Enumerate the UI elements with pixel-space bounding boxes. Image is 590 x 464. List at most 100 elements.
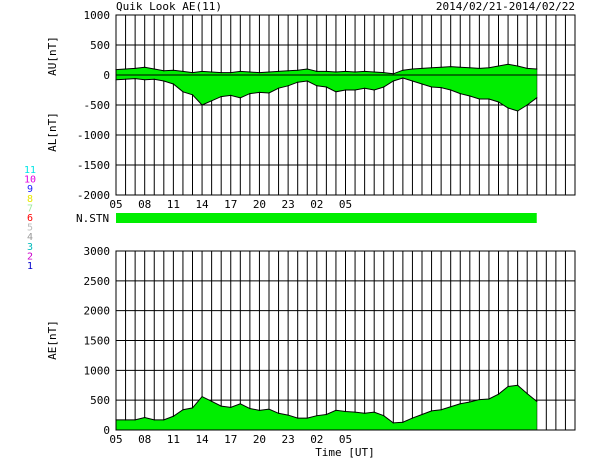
panel-frame: [115, 14, 576, 196]
x-tick-label: 05: [339, 433, 352, 446]
data-point: [306, 68, 308, 70]
data-point: [220, 405, 222, 407]
data-point: [153, 419, 155, 421]
y-tick-label: 500: [90, 39, 110, 52]
data-point: [536, 68, 538, 70]
data-point: [526, 67, 528, 69]
x-tick-label: 05: [109, 198, 122, 211]
data-point: [249, 71, 251, 73]
data-point: [325, 70, 327, 72]
data-point: [239, 403, 241, 405]
data-point: [450, 406, 452, 408]
data-point: [258, 91, 261, 93]
data-point: [469, 67, 471, 69]
data-point: [526, 393, 528, 395]
data-point: [450, 89, 452, 91]
data-point: [344, 410, 347, 413]
data-point: [191, 407, 194, 409]
data-point: [536, 97, 538, 99]
data-point: [124, 78, 127, 80]
data-point: [421, 413, 423, 416]
data-point: [383, 72, 385, 74]
y-tick-label: 0: [103, 424, 110, 437]
y-tick-label: 2000: [84, 305, 111, 318]
x-tick-label: 08: [138, 198, 151, 211]
data-point: [421, 67, 423, 69]
data-point: [172, 415, 174, 417]
legend-station-5: 5: [27, 223, 33, 234]
au-axis-label: AU[nT]: [46, 36, 59, 76]
data-point: [124, 419, 127, 421]
data-point: [469, 95, 471, 97]
data-point: [211, 100, 213, 102]
data-point: [478, 398, 480, 401]
data-point: [134, 419, 136, 421]
x-tick-label: 14: [195, 198, 209, 211]
data-point: [191, 72, 194, 74]
data-point: [402, 69, 404, 71]
legend-station-3: 3: [27, 242, 33, 253]
data-point: [364, 412, 366, 414]
data-point: [354, 411, 356, 413]
y-tick-label: -1000: [77, 129, 110, 142]
data-point: [182, 409, 184, 411]
data-point: [459, 93, 461, 95]
data-point: [373, 71, 375, 73]
data-point: [364, 70, 366, 72]
data-point: [497, 101, 500, 103]
data-point: [497, 393, 500, 395]
data-point: [354, 71, 356, 73]
legend-station-8: 8: [27, 194, 33, 205]
data-point: [287, 85, 289, 87]
legend-station-6: 6: [27, 213, 33, 224]
y-tick-label: 3000: [84, 245, 111, 258]
legend-station-4: 4: [27, 232, 33, 243]
data-point: [344, 70, 347, 72]
data-point: [478, 67, 480, 69]
data-point: [354, 89, 356, 91]
data-point: [172, 83, 174, 85]
data-point: [230, 94, 232, 96]
x-tick-label: 11: [167, 198, 180, 211]
data-point: [478, 98, 480, 100]
data-point: [182, 91, 184, 93]
data-point: [297, 81, 299, 83]
y-tick-label: 500: [90, 394, 110, 407]
y-tick-label: -1500: [77, 159, 110, 172]
legend-station-10: 10: [24, 175, 36, 186]
data-point: [211, 400, 213, 402]
data-point: [364, 87, 366, 89]
x-tick-label: 17: [224, 198, 237, 211]
data-point: [430, 67, 433, 69]
data-point: [411, 80, 414, 82]
data-point: [373, 411, 375, 413]
data-point: [201, 104, 203, 106]
data-point: [163, 80, 165, 82]
data-point: [287, 414, 289, 416]
data-point: [306, 417, 308, 419]
data-point: [430, 86, 433, 88]
data-point: [507, 63, 509, 65]
data-point: [344, 89, 347, 91]
data-point: [220, 96, 222, 98]
data-point: [440, 409, 442, 411]
data-point: [392, 73, 394, 75]
data-point: [268, 71, 270, 73]
legend-station-7: 7: [27, 203, 33, 214]
data-point: [153, 68, 155, 70]
data-point: [172, 69, 174, 71]
data-point: [191, 94, 194, 96]
data-point: [335, 409, 337, 411]
x-tick-label: 05: [109, 433, 122, 446]
y-tick-label: 1000: [84, 9, 111, 22]
data-point: [440, 87, 442, 89]
data-point: [383, 86, 385, 88]
data-point: [335, 91, 337, 93]
y-tick-label: 0: [103, 69, 110, 82]
data-point: [211, 71, 213, 73]
data-point: [249, 93, 251, 95]
data-point: [402, 77, 404, 79]
y-tick-label: 2500: [84, 275, 111, 288]
